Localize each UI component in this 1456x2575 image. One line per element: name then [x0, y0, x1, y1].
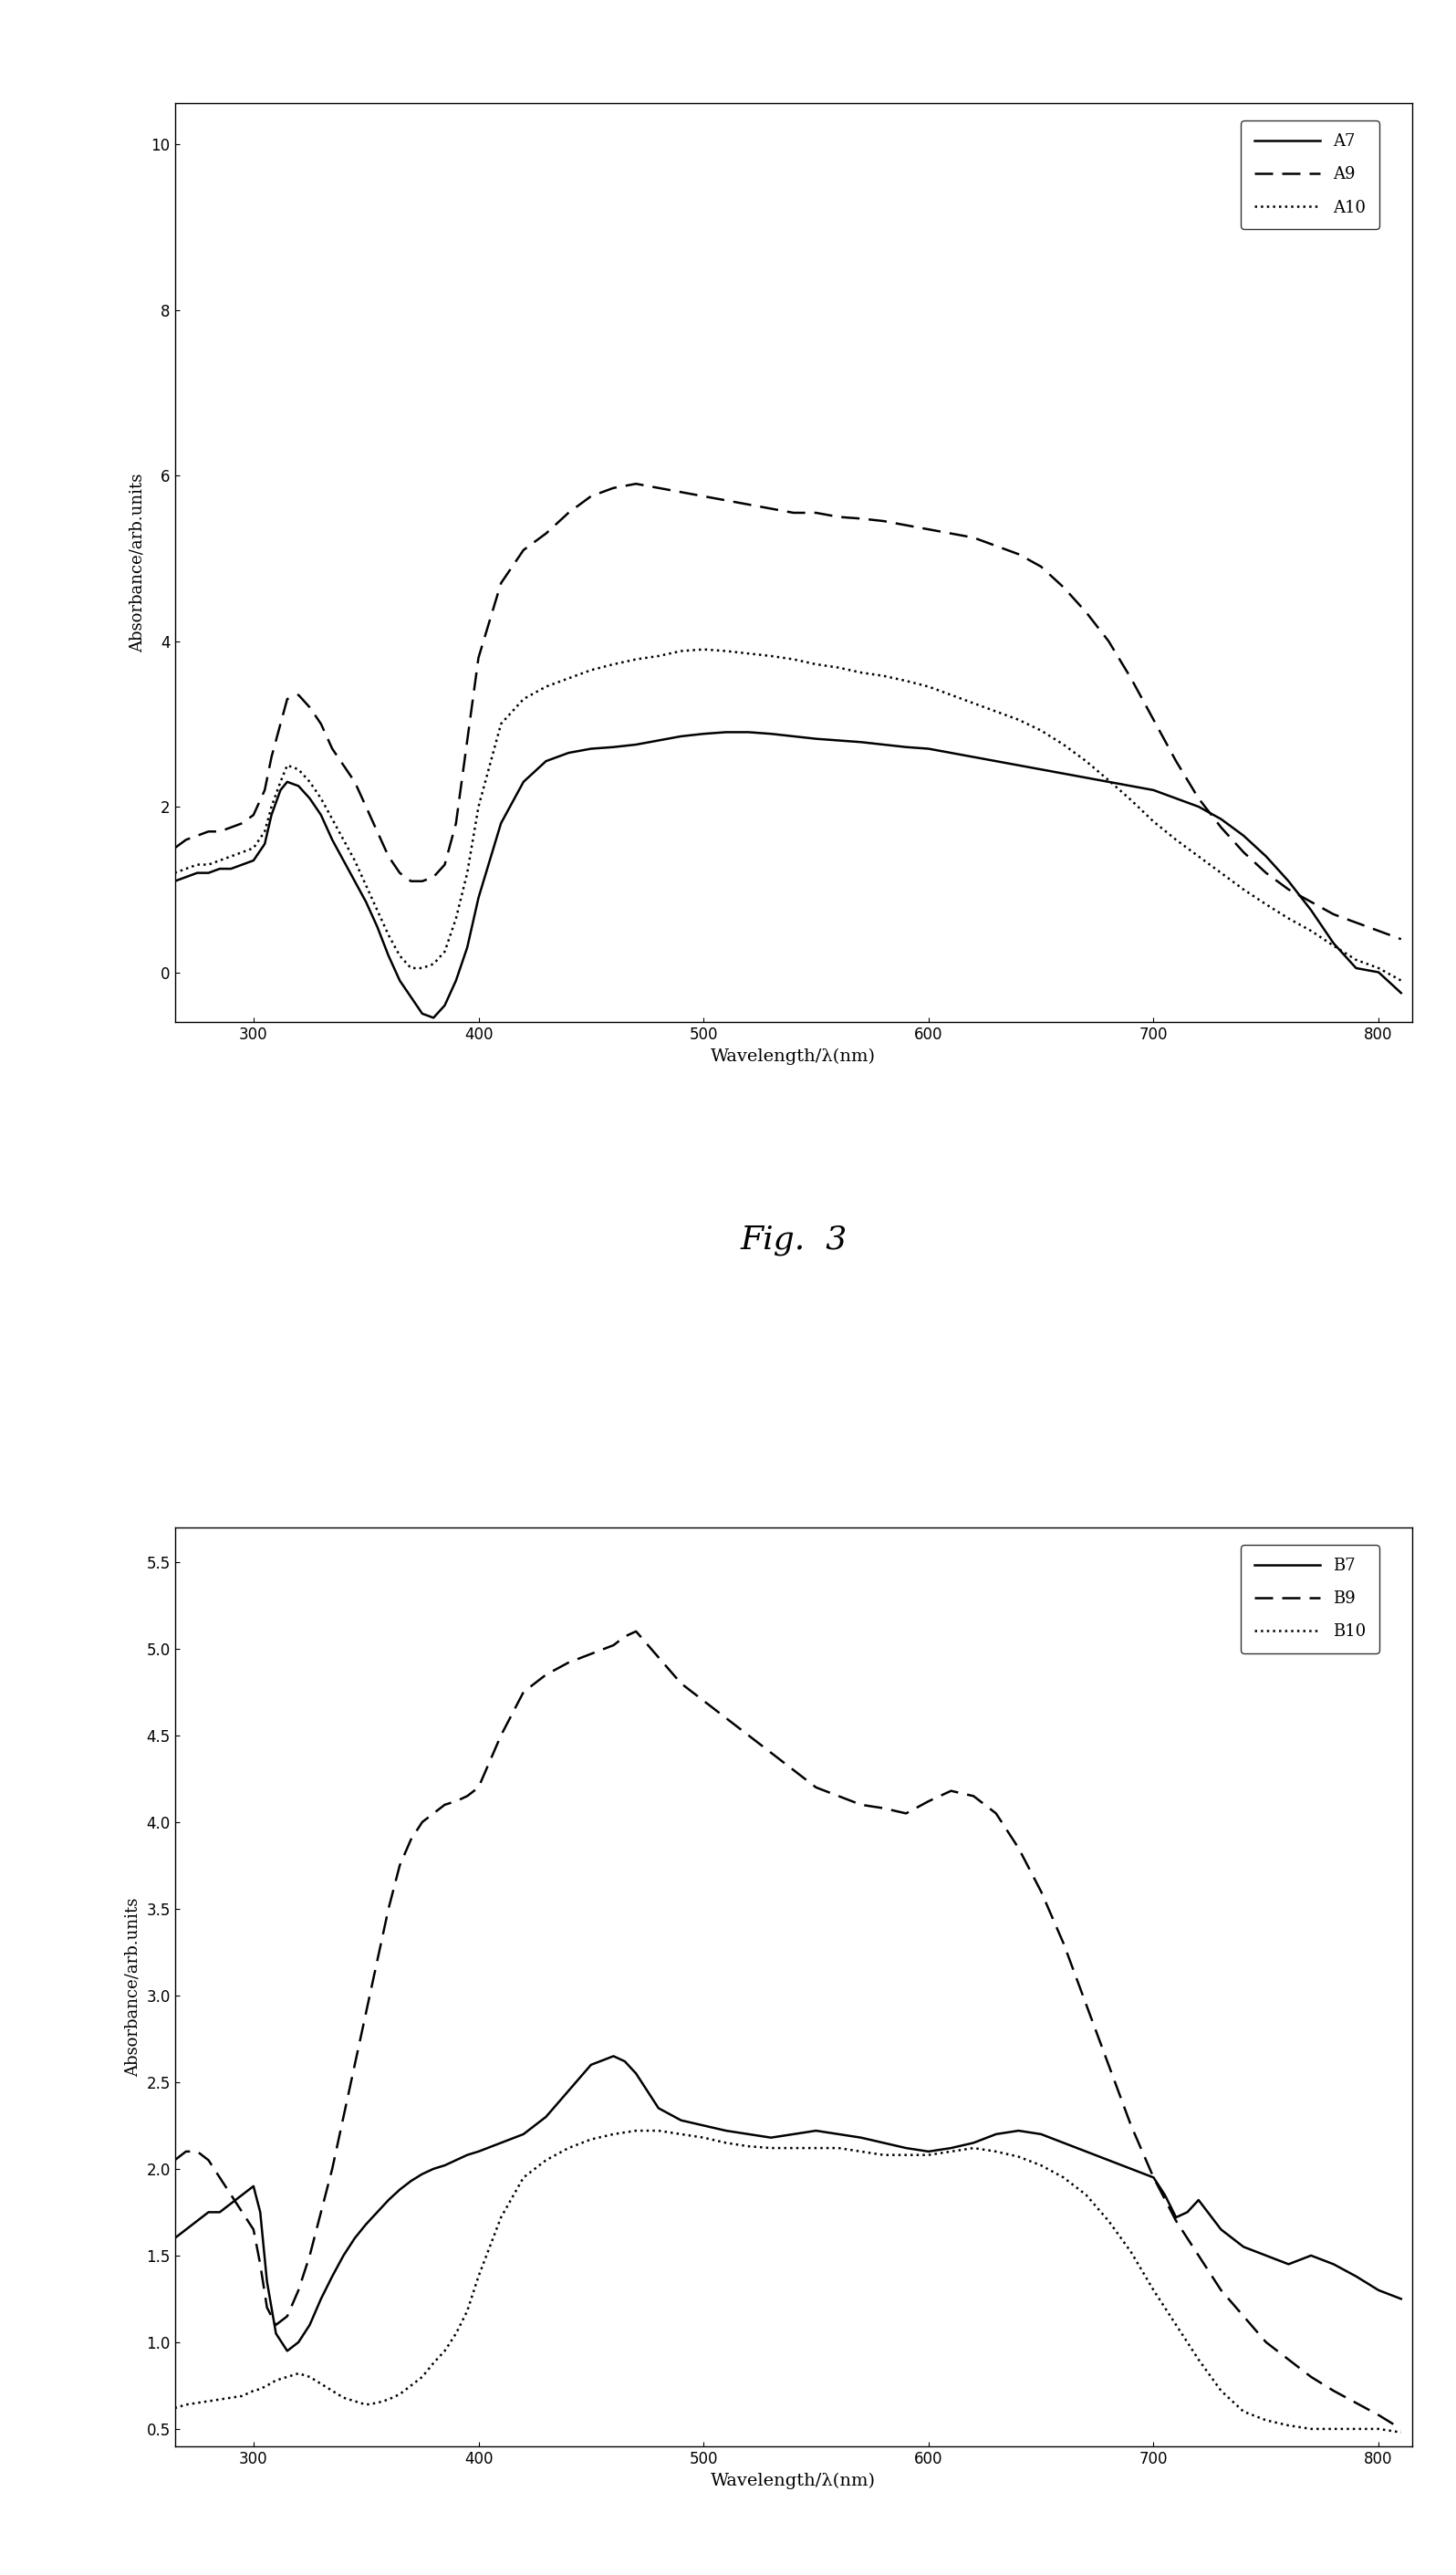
A9: [335, 749, 352, 780]
B9: [1325, 2374, 1342, 2405]
Line: B10: B10: [175, 2130, 1401, 2433]
Legend: B7, B9, B10: B7, B9, B10: [1241, 1545, 1379, 1653]
B9: [380, 1893, 397, 1924]
Y-axis label: Absorbance/arb.units: Absorbance/arb.units: [125, 1898, 141, 2075]
B7: [347, 2222, 364, 2253]
A9: [166, 832, 183, 863]
A7: [1213, 803, 1230, 834]
B9: [1392, 2413, 1409, 2444]
Line: B7: B7: [175, 2057, 1401, 2351]
A10: [392, 940, 409, 971]
A9: [1392, 924, 1409, 955]
B10: [258, 2369, 275, 2400]
B10: [1168, 2310, 1185, 2341]
Text: Fig.  3: Fig. 3: [740, 1223, 847, 1254]
B9: [785, 1754, 802, 1784]
A7: [740, 716, 757, 747]
A9: [1168, 747, 1185, 778]
B9: [1032, 1877, 1050, 1908]
Line: A9: A9: [175, 484, 1401, 940]
Legend: A7, A9, A10: A7, A9, A10: [1241, 121, 1379, 229]
A10: [1392, 966, 1409, 997]
A9: [262, 742, 280, 772]
B7: [435, 2150, 453, 2181]
A10: [335, 824, 352, 855]
B7: [740, 2119, 757, 2150]
A7: [392, 966, 409, 997]
A9: [392, 857, 409, 888]
B10: [1392, 2418, 1409, 2449]
A10: [1168, 824, 1185, 855]
B7: [278, 2336, 296, 2366]
A10: [262, 791, 280, 821]
A10: [695, 633, 712, 664]
B10: [1190, 2343, 1207, 2374]
B7: [763, 2122, 780, 2153]
Line: A7: A7: [175, 731, 1401, 1017]
A10: [166, 857, 183, 888]
Line: B9: B9: [175, 1633, 1401, 2428]
A7: [335, 845, 352, 876]
A7: [262, 798, 280, 829]
B7: [166, 2222, 183, 2253]
A7: [166, 865, 183, 896]
A10: [718, 636, 735, 667]
B9: [604, 1630, 622, 1661]
X-axis label: Wavelength/λ(nm): Wavelength/λ(nm): [711, 2472, 877, 2490]
B7: [604, 2042, 622, 2073]
B7: [335, 2240, 352, 2271]
A7: [718, 716, 735, 747]
Line: A10: A10: [175, 649, 1401, 981]
B7: [1280, 2248, 1297, 2279]
A7: [1392, 978, 1409, 1009]
B10: [628, 2114, 645, 2145]
A7: [425, 1002, 443, 1033]
B7: [1392, 2284, 1409, 2315]
A10: [1190, 842, 1207, 873]
Y-axis label: Absorbance/arb.units: Absorbance/arb.units: [130, 474, 146, 651]
B10: [718, 2127, 735, 2158]
B9: [188, 2137, 205, 2168]
A9: [628, 469, 645, 500]
B10: [166, 2392, 183, 2423]
X-axis label: Wavelength/λ(nm): Wavelength/λ(nm): [711, 1048, 877, 1063]
B10: [335, 2382, 352, 2413]
A9: [1190, 783, 1207, 814]
B10: [392, 2379, 409, 2410]
A9: [718, 484, 735, 515]
A7: [515, 767, 533, 798]
B9: [166, 2145, 183, 2176]
B9: [628, 1617, 645, 1648]
